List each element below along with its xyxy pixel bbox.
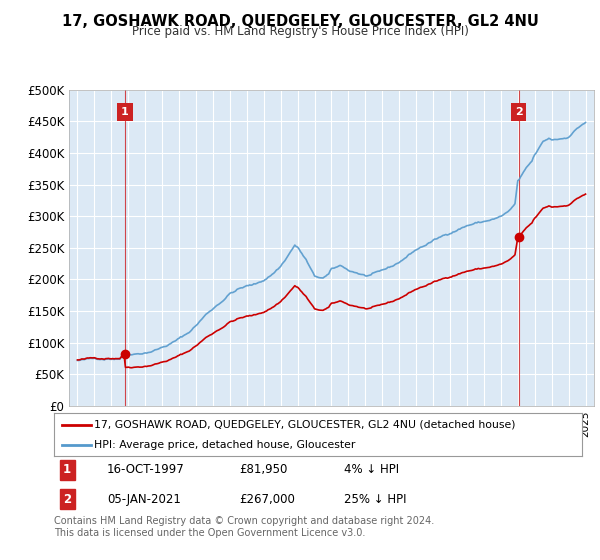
Text: £81,950: £81,950 [239, 463, 287, 477]
Text: 17, GOSHAWK ROAD, QUEDGELEY, GLOUCESTER, GL2 4NU (detached house): 17, GOSHAWK ROAD, QUEDGELEY, GLOUCESTER,… [94, 419, 515, 430]
Text: Contains HM Land Registry data © Crown copyright and database right 2024.
This d: Contains HM Land Registry data © Crown c… [54, 516, 434, 538]
Text: 1: 1 [121, 107, 129, 116]
Text: 4% ↓ HPI: 4% ↓ HPI [344, 463, 400, 477]
Text: 1: 1 [63, 463, 71, 477]
Text: 25% ↓ HPI: 25% ↓ HPI [344, 493, 407, 506]
Text: £267,000: £267,000 [239, 493, 295, 506]
Text: HPI: Average price, detached house, Gloucester: HPI: Average price, detached house, Glou… [94, 441, 355, 450]
Text: Price paid vs. HM Land Registry's House Price Index (HPI): Price paid vs. HM Land Registry's House … [131, 25, 469, 38]
Text: 05-JAN-2021: 05-JAN-2021 [107, 493, 181, 506]
Text: 2: 2 [515, 107, 523, 116]
Text: 16-OCT-1997: 16-OCT-1997 [107, 463, 185, 477]
Text: 17, GOSHAWK ROAD, QUEDGELEY, GLOUCESTER, GL2 4NU: 17, GOSHAWK ROAD, QUEDGELEY, GLOUCESTER,… [62, 14, 538, 29]
Text: 2: 2 [63, 493, 71, 506]
